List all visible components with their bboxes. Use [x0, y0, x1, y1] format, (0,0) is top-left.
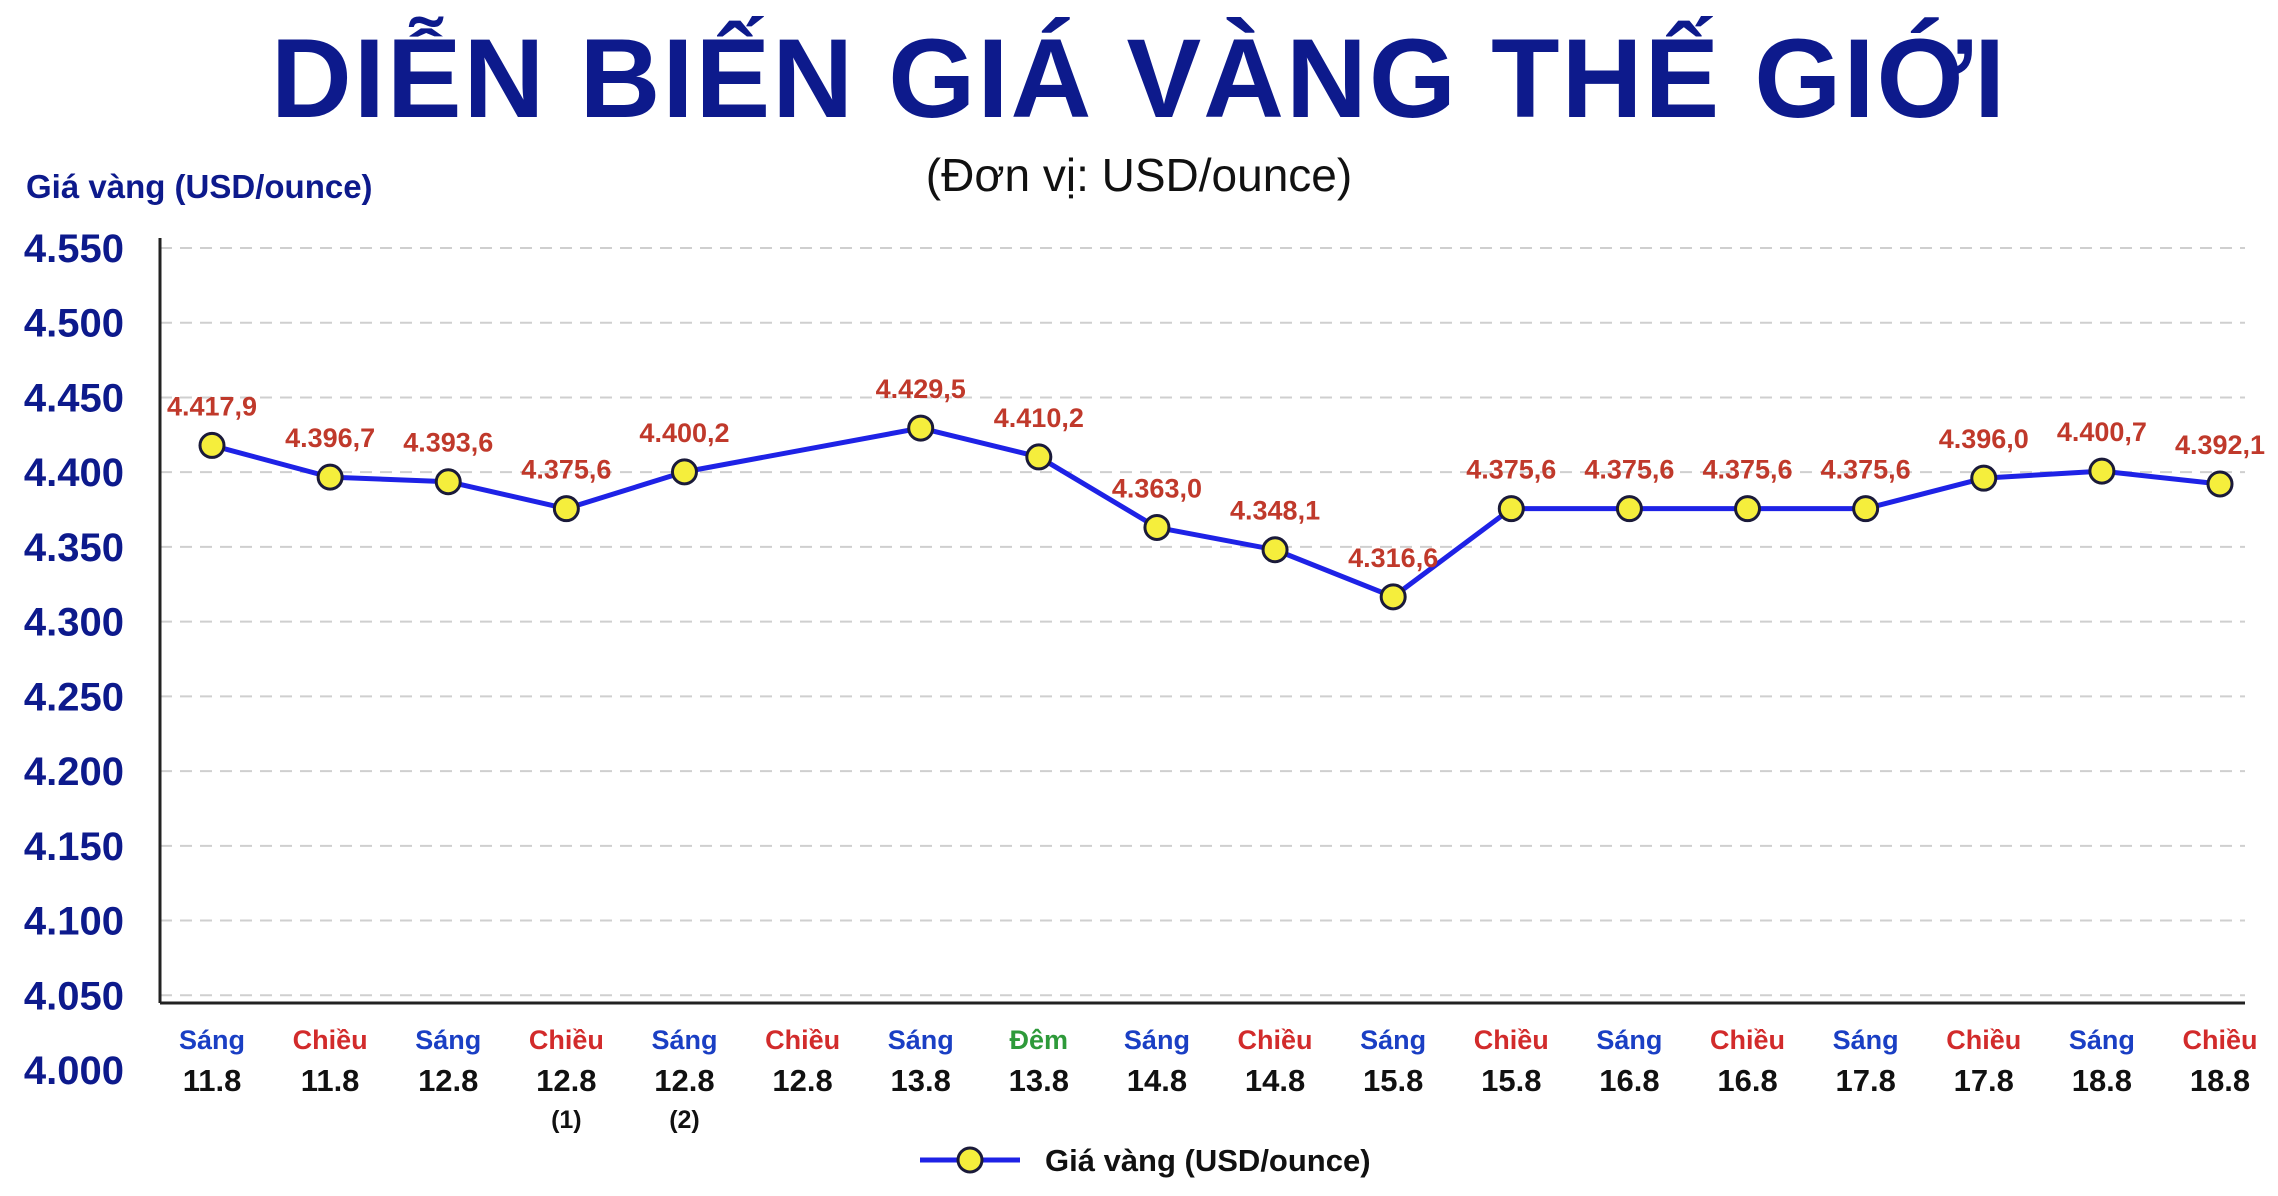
data-point — [1025, 443, 1053, 471]
data-label: 4.400,2 — [639, 418, 729, 448]
y-tick-label: 4.000 — [24, 1049, 124, 1093]
x-tick-session: Chiều — [529, 1025, 604, 1055]
x-tick-session: Chiều — [1474, 1025, 1549, 1055]
x-tick-date: 12.8 — [654, 1063, 714, 1098]
x-tick-session: Sáng — [1596, 1025, 1662, 1055]
data-label: 4.417,9 — [167, 391, 257, 421]
y-axis-label: Giá vàng (USD/ounce) — [26, 168, 373, 205]
x-tick-session: Đêm — [1010, 1025, 1069, 1055]
data-label: 4.429,5 — [876, 374, 966, 404]
y-tick-label: 4.450 — [24, 376, 124, 420]
data-points — [198, 414, 2234, 611]
y-tick-label: 4.250 — [24, 675, 124, 719]
y-tick-label: 4.200 — [24, 750, 124, 794]
data-point — [1379, 583, 1407, 611]
x-tick-date: 17.8 — [1954, 1063, 2014, 1098]
y-tick-label: 4.500 — [24, 302, 124, 346]
data-label: 4.396,7 — [285, 423, 375, 453]
x-tick-date: 14.8 — [1245, 1063, 1305, 1098]
data-point — [552, 495, 580, 523]
data-point — [670, 458, 698, 486]
data-label: 4.375,6 — [1584, 455, 1674, 485]
x-tick-date: 12.8 — [536, 1063, 596, 1098]
y-tick-label: 4.550 — [24, 227, 124, 271]
data-point — [434, 468, 462, 496]
x-tick-date: 11.8 — [183, 1063, 242, 1098]
series-line-path — [211, 425, 2221, 600]
data-label: 4.363,0 — [1112, 473, 1202, 503]
data-point — [1852, 495, 1880, 523]
x-tick-session: Sáng — [179, 1025, 245, 1055]
y-tick-labels: 4.000 4.050 4.100 4.150 4.200 4.250 4.300 4.350… — [24, 227, 124, 1093]
x-tick-date: 15.8 — [1481, 1063, 1541, 1098]
x-tick-session: Sáng — [415, 1025, 481, 1055]
x-tick-date: 16.8 — [1599, 1063, 1659, 1098]
x-tick-session: Sáng — [1833, 1025, 1899, 1055]
y-tick-label: 4.400 — [24, 451, 124, 495]
x-tick-session: Sáng — [651, 1025, 717, 1055]
gridlines — [160, 247, 2245, 997]
data-point — [907, 414, 935, 442]
axes — [158, 238, 2245, 1005]
data-label: 4.396,0 — [1939, 424, 2029, 454]
data-point — [1143, 513, 1171, 541]
x-tick-session: Sáng — [1124, 1025, 1190, 1055]
series-line — [211, 425, 2221, 600]
x-tick-date: 16.8 — [1717, 1063, 1777, 1098]
y-tick-label: 4.150 — [24, 825, 124, 869]
data-label: 4.375,6 — [521, 455, 611, 485]
y-tick-label: 4.300 — [24, 601, 124, 645]
data-point — [198, 431, 226, 459]
x-tick-note: (1) — [551, 1106, 582, 1134]
x-tick-date: 12.8 — [772, 1063, 832, 1098]
legend-label: Giá vàng (USD/ounce) — [1045, 1143, 1371, 1178]
data-point — [2206, 470, 2234, 498]
data-label: 4.375,6 — [1466, 455, 1556, 485]
x-tick-note: (2) — [669, 1106, 700, 1134]
chart-title: DIỄN BIẾN GIÁ VÀNG THẾ GIỚI — [270, 16, 2008, 141]
x-tick-date: 13.8 — [1009, 1063, 1069, 1098]
x-tick-session: Chiều — [1710, 1025, 1785, 1055]
y-tick-label: 4.050 — [24, 974, 124, 1018]
data-point — [2088, 457, 2116, 485]
data-point — [316, 463, 344, 491]
data-label: 4.375,6 — [1702, 455, 1792, 485]
data-label: 4.393,6 — [403, 428, 493, 458]
data-point — [1497, 495, 1525, 523]
data-labels: 4.417,9 4.396,7 4.393,6 4.375,6 4.400,2 4.429… — [167, 374, 2265, 573]
x-tick-session: Chiều — [765, 1025, 840, 1055]
legend-marker — [956, 1146, 984, 1174]
x-tick-date: 13.8 — [891, 1063, 951, 1098]
data-label: 4.316,6 — [1348, 543, 1438, 573]
data-point — [1261, 536, 1289, 564]
y-tick-label: 4.350 — [24, 526, 124, 570]
chart-subtitle: (Đơn vị: USD/ounce) — [925, 149, 1353, 201]
legend: Giá vàng (USD/ounce) — [920, 1143, 1371, 1178]
x-tick-session: Chiều — [1946, 1025, 2021, 1055]
x-tick-session: Sáng — [1360, 1025, 1426, 1055]
x-tick-labels: Sáng 11.8 Chiều 11.8 Sáng 12.8 Chiều 12.8 (1) Sán… — [179, 1025, 2258, 1134]
x-tick-date: 14.8 — [1127, 1063, 1187, 1098]
x-tick-session: Chiều — [2182, 1025, 2257, 1055]
data-label: 4.400,7 — [2057, 417, 2147, 447]
data-point — [1615, 495, 1643, 523]
x-tick-session: Chiều — [1238, 1025, 1313, 1055]
x-tick-session: Sáng — [888, 1025, 954, 1055]
x-tick-session: Sáng — [2069, 1025, 2135, 1055]
data-label: 4.375,6 — [1821, 455, 1911, 485]
data-label: 4.392,1 — [2175, 430, 2265, 460]
x-tick-date: 17.8 — [1835, 1063, 1895, 1098]
data-point — [1734, 495, 1762, 523]
x-tick-date: 15.8 — [1363, 1063, 1423, 1098]
x-tick-session: Chiều — [293, 1025, 368, 1055]
data-label: 4.348,1 — [1230, 496, 1320, 526]
y-tick-label: 4.100 — [24, 900, 124, 944]
x-tick-date: 12.8 — [418, 1063, 478, 1098]
data-label: 4.410,2 — [994, 403, 1084, 433]
data-point — [1970, 464, 1998, 492]
x-tick-date: 18.8 — [2072, 1063, 2132, 1098]
x-tick-date: 18.8 — [2190, 1063, 2250, 1098]
x-tick-date: 11.8 — [301, 1063, 360, 1098]
